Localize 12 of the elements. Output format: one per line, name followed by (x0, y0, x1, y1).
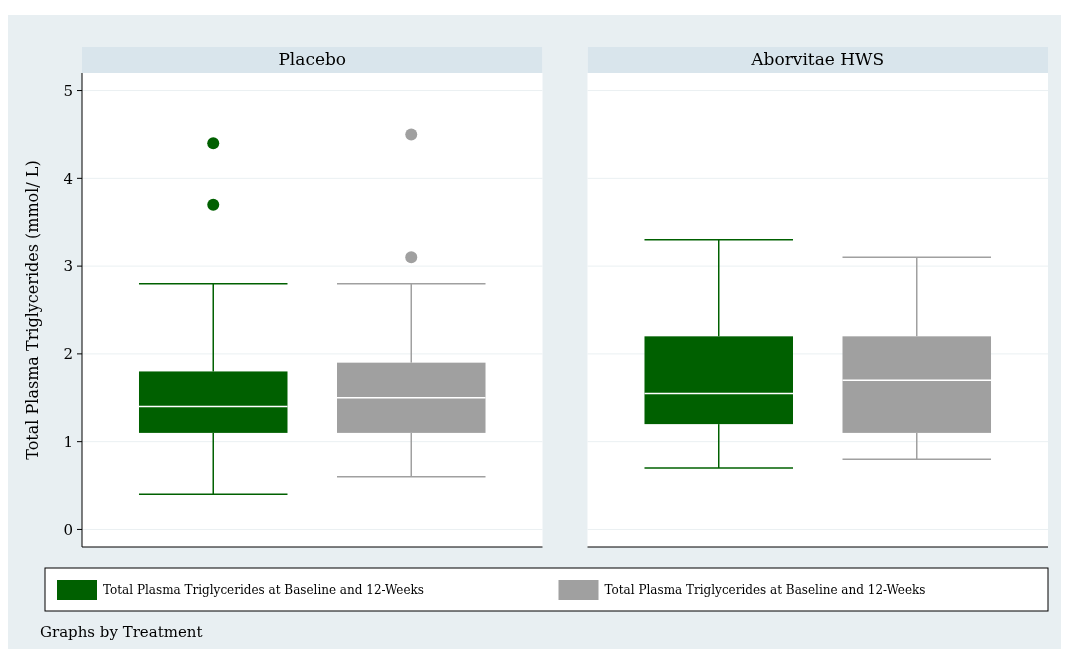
x-tick-label: Aborvitae HWS (750, 49, 885, 69)
text: Graphs by Treatment (40, 623, 203, 641)
legend-label: Total Plasma Triglycerides at Baseline and 12-Weeks (103, 583, 424, 598)
y-axis-title: Total Plasma Triglycerides (mmol/ L) (23, 160, 42, 460)
x-tick-label: Placebo (278, 49, 347, 69)
y-tick-label: 4 (63, 169, 73, 188)
y-tick-label: 5 (63, 81, 73, 100)
y-tick-label: 0 (63, 520, 73, 539)
y-tick-label: 1 (63, 432, 73, 451)
y-tick-label: 3 (63, 257, 73, 276)
legend-label: Total Plasma Triglycerides at Baseline and 12-Weeks (604, 583, 926, 598)
y-tick-label: 2 (63, 345, 73, 364)
